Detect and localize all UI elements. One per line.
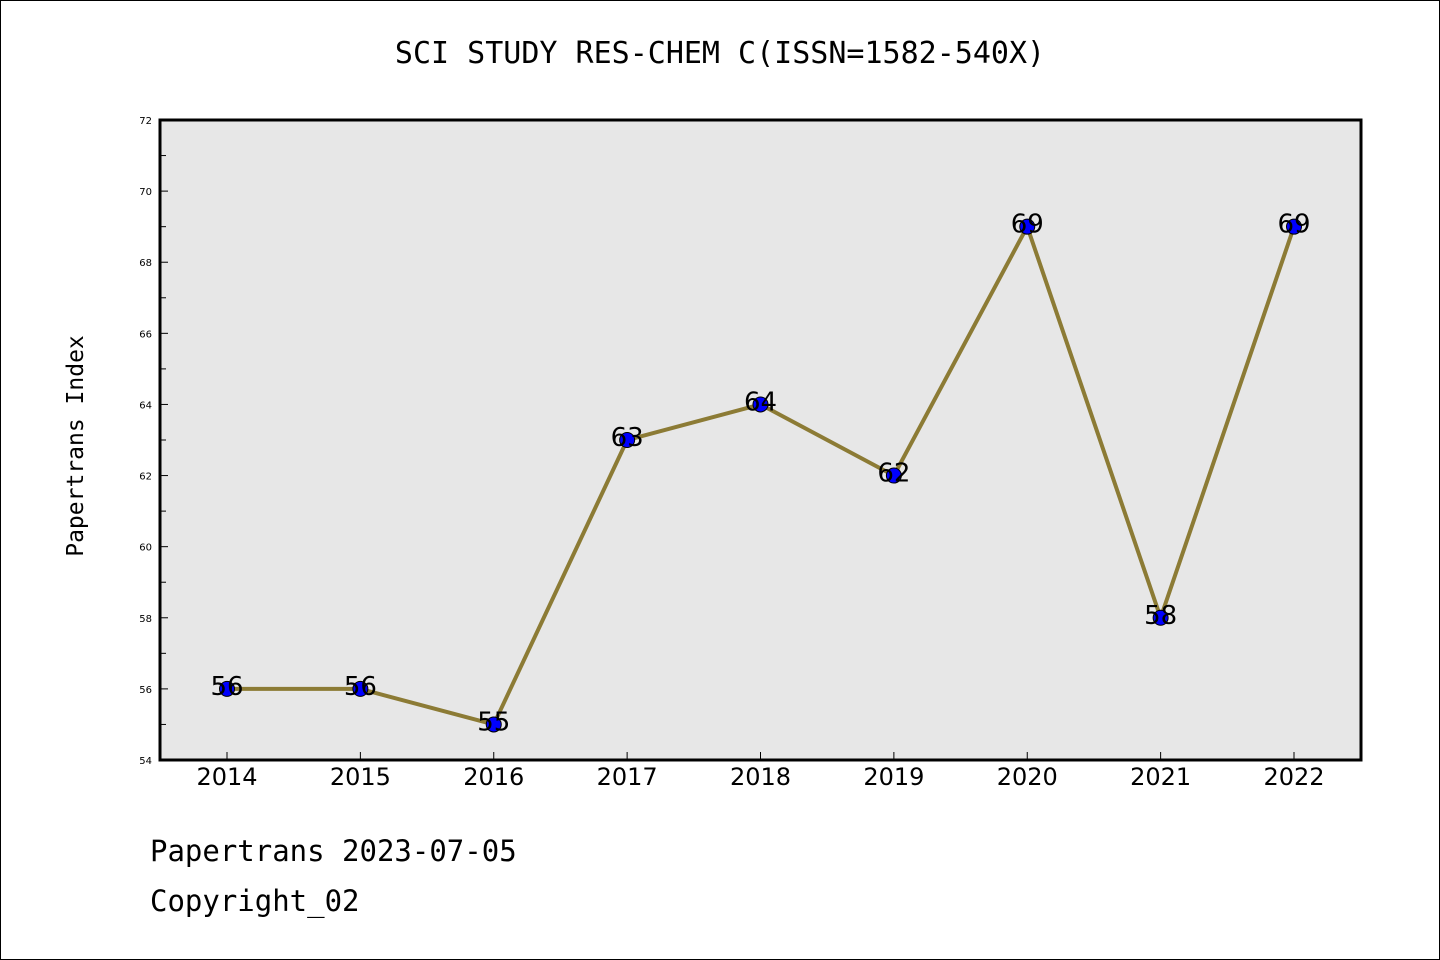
- data-label: 55: [477, 707, 510, 737]
- data-point: [619, 432, 636, 448]
- y-tick-label: 70: [139, 187, 152, 198]
- y-tick-label: 54: [139, 756, 152, 767]
- y-tick-label: 68: [139, 258, 152, 269]
- data-point: [885, 467, 902, 484]
- data-label: 64: [744, 387, 777, 417]
- footer-copyright: Copyright_02: [150, 884, 360, 918]
- data-label: 62: [877, 459, 910, 489]
- y-tick-label: 62: [139, 472, 152, 483]
- data-label: 63: [611, 423, 644, 453]
- x-tick-label: 2020: [997, 763, 1058, 791]
- data-label: 69: [1011, 210, 1044, 240]
- y-tick-label: 72: [139, 116, 152, 127]
- chart-title: SCI STUDY RES-CHEM C(ISSN=1582-540X): [394, 36, 1046, 71]
- x-tick-label: 2018: [730, 763, 791, 791]
- x-tick-label: 2019: [863, 763, 924, 791]
- x-tick-label: 2021: [1130, 763, 1191, 791]
- y-tick-label: 58: [139, 614, 152, 625]
- data-label: 69: [1277, 210, 1310, 240]
- x-tick-label: 2017: [597, 763, 658, 791]
- data-point: [1286, 218, 1302, 235]
- y-tick-label: 56: [139, 685, 152, 696]
- y-tick-label: 64: [139, 400, 152, 411]
- footer-date: Papertrans 2023-07-05: [150, 834, 517, 868]
- data-label: 56: [210, 672, 243, 702]
- x-tick-label: 2014: [196, 763, 257, 791]
- data-point: [1019, 218, 1036, 235]
- data-markers: [219, 218, 1302, 733]
- data-point: [219, 680, 235, 697]
- data-labels: 56 56 55 63 64 62 69 58 69: [210, 210, 1310, 738]
- x-tick-label: 2015: [330, 763, 391, 791]
- y-tick-label: 66: [139, 329, 152, 340]
- x-tick-label: 2022: [1263, 763, 1324, 791]
- data-label: 56: [344, 672, 377, 702]
- y-tick-label: 60: [139, 543, 152, 554]
- data-label: 58: [1144, 601, 1177, 631]
- data-point: [752, 396, 769, 413]
- x-axis: 2014 2015 2016 2017 2018 2019 2020 2021 2022: [196, 752, 1325, 791]
- plot-area: [160, 120, 1361, 760]
- plot-border: [158, 118, 1363, 762]
- data-point: [1152, 609, 1169, 626]
- x-tick-label: 2016: [463, 763, 524, 791]
- data-point: [352, 680, 369, 697]
- data-point: [485, 716, 502, 733]
